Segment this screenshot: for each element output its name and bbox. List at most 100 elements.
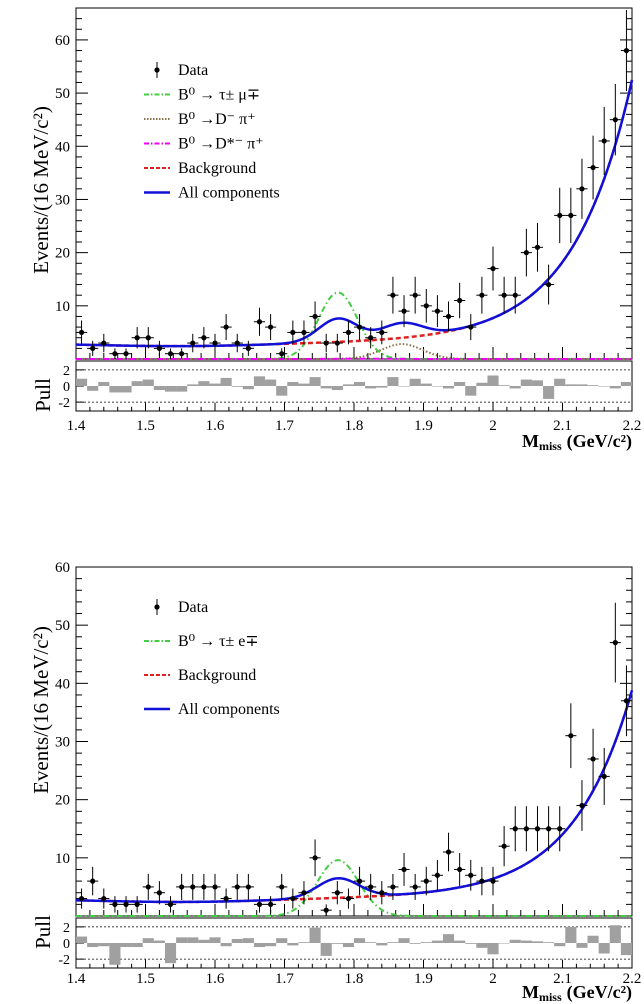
bottom-xlabel: Mmiss (GeV/c²) [522,982,632,1004]
top-data-point [434,308,440,314]
top-pull-bar [253,376,266,386]
top-pull-bar [153,386,165,391]
top-pull-bar [431,386,443,387]
top-pull-bar [409,378,421,386]
top-data-point [557,212,563,219]
bottom-data-point [78,895,85,902]
bottom-xlabel-sub: miss [539,990,562,1004]
top-pull-bar [442,386,455,389]
top-pull-bar [376,386,388,388]
bottom-pull-bar [454,940,466,943]
bottom-data-point [601,773,607,780]
bottom-data-point [379,890,385,896]
top-pull-bar [598,386,610,387]
bottom-ylabel: Events/(16 MeV/c²) [29,626,53,794]
bottom-pull-bar [276,938,288,943]
top-data-point [323,340,329,346]
bottom-data-point [112,901,118,907]
bottom-pull-bar [354,938,366,943]
top-data-point [534,244,541,250]
bottom-pull-bar [98,943,110,947]
top-xlabel-unit: (GeV/c²) [567,431,632,452]
top-data-point [279,351,285,357]
bottom-data-point [568,733,574,739]
top-data-point [579,186,585,192]
top-pull-bar [531,380,544,386]
bottom-pull-bar [398,938,410,943]
bottom-pull-bar [420,942,432,943]
bottom-data-point [256,901,263,907]
bottom-data-point [345,895,352,902]
top-ytick-label: 60 [55,33,70,49]
top-data-point [490,265,496,272]
top-legend-label: B⁰ →D⁻ π⁺ [178,111,256,128]
bottom-data-point [334,890,340,896]
top-xlabel-m: M [522,431,539,451]
top-data-point [568,212,574,219]
bottom-background-curve [75,689,634,904]
bottom-data-point [490,878,496,884]
top-pull-bar [231,386,243,387]
bottom-data-point [268,901,274,907]
bottom-data-point [557,826,563,832]
top-pull-bar [420,383,432,386]
top-pull-bar [220,377,232,386]
bottom-pull-bar [109,943,121,965]
bottom-legend-label: Background [178,667,256,684]
bottom-data-point [623,698,630,704]
top-pull-bar [87,386,99,391]
top-data-point [401,308,407,314]
top-legend-label: B⁰ → τ± μ∓ [178,87,260,104]
bottom-data-point [301,890,307,896]
top-data-point [268,324,274,330]
bottom-pull-bar [220,943,232,947]
top-data-point [90,345,96,351]
top-pull-bar [187,384,199,386]
bottom-pull-bar [498,943,510,944]
bottom-panel: Events/(16 MeV/c²) Pull Mmiss (GeV/c²) 10… [29,560,641,1004]
bottom-pull-bar [120,943,132,948]
top-pull-bar [609,386,621,389]
bottom-pull-bar [253,943,266,948]
top-data-point [590,164,596,171]
bottom-pull-bar [76,936,88,943]
top-pull-bar [543,386,555,399]
top-pull-bar [509,386,521,389]
bottom-legend-label: All components [178,701,280,718]
top-panel: Events/(16 MeV/c²) Pull Mmiss (GeV/c²) 10… [29,7,641,453]
top-pull-bar [298,383,310,386]
bottom-data-point [579,802,585,809]
bottom-pull-bar [487,943,499,955]
bottom-pull-bar [309,927,321,943]
top-data-point [290,329,296,336]
bottom-data-point [323,907,329,913]
top-legend-label: Background [178,160,256,177]
top-data-point [390,292,396,298]
bottom-data-point [234,884,240,890]
bottom-ytick-label: 20 [55,793,70,809]
bottom-xtick-label: 2.1 [553,971,572,987]
top-total-curve [75,79,634,348]
bottom-data-point [245,884,251,890]
top-pull-bar [498,385,510,386]
top-data-point [512,292,518,298]
bottom-data-point [223,895,229,902]
top-legend-label: B⁰ →D*⁻ π⁺ [178,136,264,153]
top-data-point [234,340,240,346]
bottom-legend-label: Data [178,599,208,616]
top-pull-bar [365,386,377,389]
top-data-point [256,319,263,325]
top-data-point [112,351,118,357]
top-xtick-label: 1.5 [136,418,155,434]
top-pull-bar [198,381,210,386]
bottom-pull-bar [376,943,388,946]
top-pull-bar [276,386,288,396]
bottom-pull-bar [587,935,599,943]
top-xlabel: Mmiss (GeV/c²) [522,431,632,453]
top-pull-bar [454,381,466,386]
top-data-point [468,324,474,330]
bottom-data-point [468,872,474,878]
top-data-point [623,47,630,54]
top-data-point [312,313,318,320]
bottom-data-point [368,884,374,890]
